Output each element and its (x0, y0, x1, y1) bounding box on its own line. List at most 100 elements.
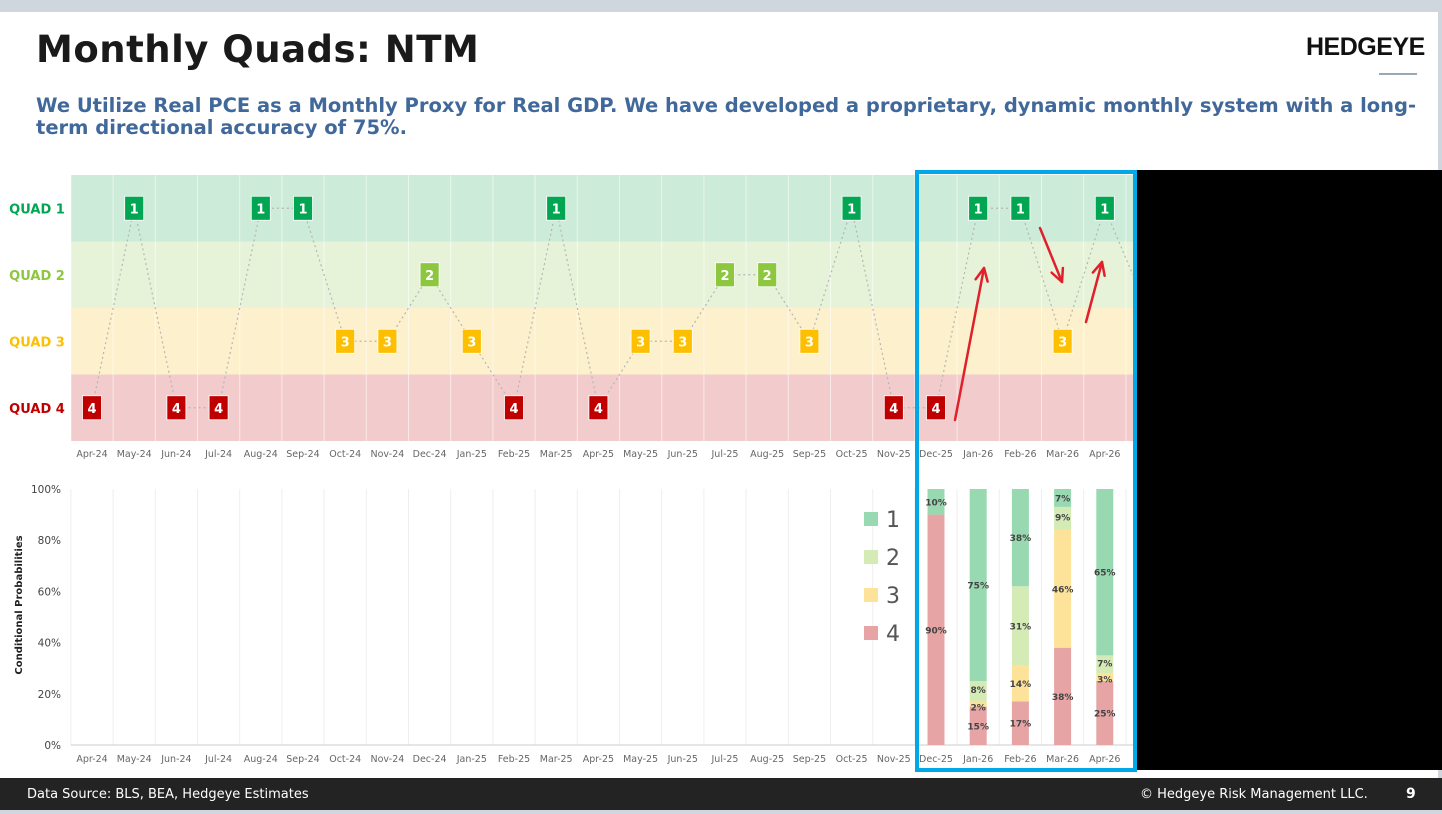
top-x-tick-label: Jul-25 (711, 449, 739, 460)
highlight-box (915, 170, 1137, 772)
top-x-tick-label: Nov-24 (370, 449, 404, 460)
bar-segment (969, 701, 987, 707)
trend-arrow (953, 266, 989, 422)
bar-data-label: 31% (1010, 622, 1032, 632)
quad-marker-box (166, 395, 187, 421)
bottom-x-tick-label: Oct-25 (836, 754, 868, 765)
top-x-tick-label: Dec-24 (413, 449, 447, 460)
quad-marker: 4 (588, 395, 609, 421)
quad-marker-box (82, 395, 102, 421)
legend-swatch-2 (864, 550, 878, 564)
quad-marker-label: 1 (256, 202, 265, 217)
quad-marker: 3 (799, 328, 820, 354)
top-x-tick-label: Jan-26 (962, 449, 993, 460)
quad-band-3 (71, 308, 1133, 375)
bar-legend: 1 2 3 4 (864, 508, 900, 647)
bottom-x-tick-label: May-24 (117, 754, 152, 765)
bottom-x-ticks: Apr-24 May-24 Jun-24 Jul-24 Aug-24 Sep-24 Oct-… (76, 754, 1120, 765)
quad-marker-label: 3 (467, 335, 476, 350)
quad-marker: 2 (715, 262, 735, 288)
quad-marker: 1 (546, 195, 567, 221)
legend-swatch-3 (864, 588, 878, 602)
bottom-x-tick-label: Dec-24 (413, 754, 447, 765)
quad-marker: 4 (926, 395, 946, 421)
top-x-tick-label: Feb-26 (1004, 449, 1036, 460)
bottom-x-tick-label: Nov-24 (370, 754, 404, 765)
bar-segment (927, 489, 945, 515)
top-x-tick-label: Mar-25 (540, 449, 573, 460)
quad-marker-label: 1 (552, 202, 561, 217)
legend-swatch-4 (864, 626, 878, 640)
bottom-y-ticks: 0% 20% 40% 60% 80% 100% (31, 484, 61, 752)
bar-data-label: 7% (1097, 659, 1112, 669)
quad-marker-label: 2 (763, 269, 772, 284)
quad-marker-box (124, 195, 145, 221)
quad-marker-label: 1 (130, 202, 139, 217)
bar-data-label: 2% (971, 703, 986, 713)
top-x-tick-label: Feb-25 (498, 449, 530, 460)
quad-marker: 4 (883, 395, 904, 421)
quad-marker-box (672, 328, 693, 354)
bar-segment (1011, 489, 1029, 587)
bar-data-label: 9% (1055, 513, 1070, 523)
quad-marker-label: 1 (974, 202, 983, 217)
bar-data-label: 65% (1094, 569, 1116, 579)
quad-marker-box (799, 328, 820, 354)
top-x-tick-label: Sep-25 (793, 449, 826, 460)
quad-marker: 3 (335, 328, 356, 354)
quad-marker-box (293, 195, 313, 221)
bar-data-label: 46% (1052, 585, 1074, 595)
quad-marker: 3 (461, 328, 482, 354)
top-x-tick-label: Dec-25 (919, 449, 953, 460)
red-arrows (953, 226, 1106, 422)
quad-marker-box (757, 262, 778, 288)
quad-band-2 (71, 241, 1133, 308)
top-x-tick-label: May-25 (623, 449, 658, 460)
quad-marker-label: 2 (425, 269, 434, 284)
bar-data-label: 8% (971, 686, 986, 696)
logo-underline (1379, 73, 1417, 75)
quad-marker-box (504, 395, 524, 421)
bottom-x-tick-label: Oct-24 (329, 754, 361, 765)
footer-copyright: © Hedgeye Risk Management LLC. (1140, 787, 1368, 802)
bar-data-label: 7% (1055, 494, 1070, 504)
trend-arrow-shaft (953, 266, 986, 422)
bar-segment (969, 706, 987, 745)
bar-data-label: 3% (1097, 675, 1112, 685)
quad-label-3: QUAD 3 (9, 335, 65, 350)
trend-arrow (1038, 226, 1065, 284)
bottom-x-tick-label: Aug-24 (244, 754, 278, 765)
bar-data-label: 38% (1010, 534, 1032, 544)
quad-marker-label: 3 (341, 335, 350, 350)
trend-arrow-shaft (1038, 226, 1064, 284)
bottom-y-tick-label: 100% (31, 484, 61, 496)
trend-arrow-head (974, 266, 989, 283)
bottom-x-tick-label: Jan-26 (962, 754, 993, 765)
legend-label-3: 3 (886, 584, 900, 609)
quad-marker: 4 (504, 395, 524, 421)
quad-marker: 2 (757, 262, 778, 288)
quad-marker: 4 (166, 395, 187, 421)
quad-marker: 3 (630, 328, 651, 354)
quad-marker-box (1052, 328, 1073, 354)
bottom-x-tick-label: Jun-25 (667, 754, 698, 765)
bar-segment (1011, 701, 1029, 745)
bottom-x-tick-label: Apr-25 (583, 754, 614, 765)
legend-label-2: 2 (886, 546, 900, 571)
bottom-x-tick-label: Jul-24 (204, 754, 232, 765)
page-subtitle: We Utilize Real PCE as a Monthly Proxy f… (36, 94, 1417, 139)
top-x-tick-label: Aug-25 (750, 449, 784, 460)
quad-marker-box (1010, 195, 1031, 221)
bottom-gridlines (70, 489, 1127, 745)
trend-arrow-shaft (1084, 260, 1104, 324)
redacted-area (1133, 170, 1442, 770)
quad-marker-box (1094, 195, 1115, 221)
quad-label-2: QUAD 2 (9, 269, 65, 284)
quad-marker: 2 (419, 262, 440, 288)
trend-arrow-head (1091, 260, 1106, 277)
quad-marker-label: 4 (509, 402, 518, 417)
quad-marker-box (968, 195, 989, 221)
quad-marker-label: 4 (172, 402, 181, 417)
top-x-tick-label: May-24 (117, 449, 152, 460)
bar-data-label: 17% (1010, 720, 1032, 730)
